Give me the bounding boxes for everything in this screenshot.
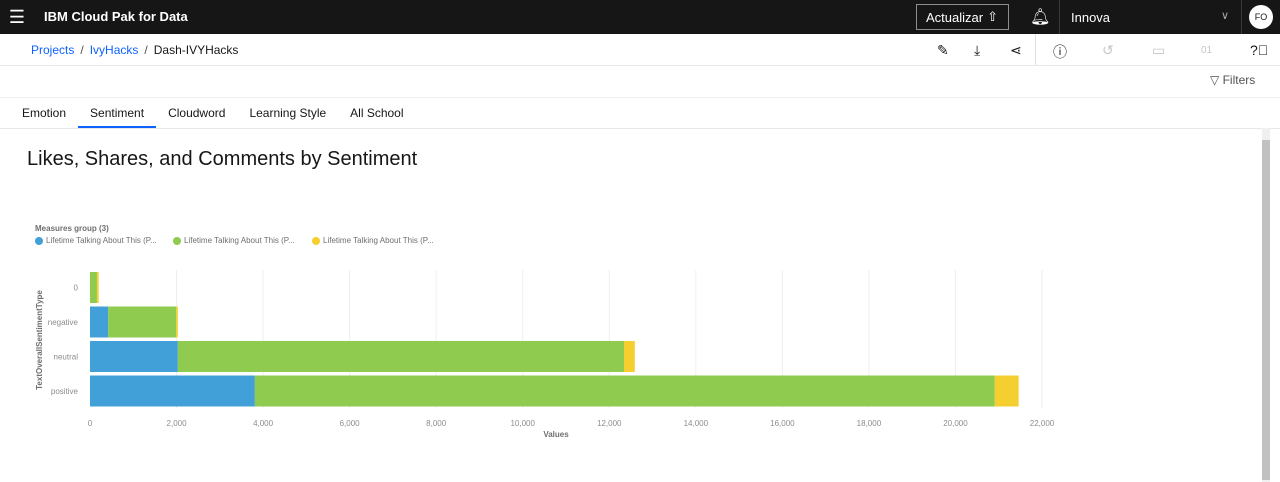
bar-segment[interactable] <box>623 341 635 372</box>
avatar[interactable]: FO <box>1249 5 1273 29</box>
help-icon[interactable]: ?⃝ <box>1250 42 1269 58</box>
filter-icon: ▽ <box>1210 73 1220 87</box>
history-icon: ↺ <box>1102 42 1114 58</box>
x-tick-label: 20,000 <box>943 419 968 428</box>
x-tick-label: 6,000 <box>340 419 361 428</box>
divider <box>0 65 1280 66</box>
update-label: Actualizar <box>926 10 984 25</box>
divider <box>1035 34 1036 65</box>
y-tick-label: neutral <box>54 353 79 362</box>
bar-segment[interactable] <box>254 375 995 407</box>
legend-label: Lifetime Talking About This (P... <box>46 236 157 245</box>
brand: IBM Cloud Pak for Data <box>44 9 188 24</box>
bar-segment[interactable] <box>90 341 178 372</box>
bar-segment[interactable] <box>90 306 109 338</box>
chart-title: Likes, Shares, and Comments by Sentiment <box>27 148 418 170</box>
divider <box>0 97 1280 98</box>
edit-icon[interactable]: ✎ <box>937 42 949 58</box>
hamburger-icon[interactable]: ☰ <box>8 6 26 27</box>
tab-sentiment[interactable]: Sentiment <box>78 98 157 128</box>
y-axis-title: TextOverallSentimentType <box>35 290 44 390</box>
legend-item[interactable]: Lifetime Talking About This (P... <box>312 236 434 245</box>
filters-button[interactable]: ▽ Filters <box>1210 73 1255 87</box>
bar-segment[interactable] <box>994 375 1019 407</box>
breadcrumb-current: Dash-IVYHacks <box>153 43 239 57</box>
legend-swatch <box>312 236 320 245</box>
legend-swatch <box>35 236 43 245</box>
breadcrumb-projects[interactable]: Projects <box>31 43 75 57</box>
x-tick-label: 8,000 <box>426 419 447 428</box>
x-tick-label: 4,000 <box>253 419 274 428</box>
download-icon[interactable]: ⤓ <box>974 42 981 58</box>
tab-all-school[interactable]: All School <box>350 106 404 120</box>
scrollbar[interactable] <box>1262 128 1270 482</box>
breadcrumb: Projects / IvyHacks / Dash-IVYHacks <box>31 43 239 57</box>
share-icon[interactable]: ⋖ <box>1010 42 1022 58</box>
account-name: Innova <box>1071 10 1111 25</box>
tab-learning-style[interactable]: Learning Style <box>249 106 327 120</box>
legend-swatch <box>173 236 181 245</box>
bar-segment[interactable] <box>90 375 255 407</box>
breadcrumb-ivyhacks[interactable]: IvyHacks <box>89 43 139 57</box>
y-tick-label: 0 <box>74 284 79 293</box>
x-axis-title: Values <box>543 430 569 439</box>
x-tick-label: 22,000 <box>1030 419 1055 428</box>
filters-label: Filters <box>1222 73 1256 87</box>
chevron-down-icon: ∨ <box>1220 10 1229 22</box>
comment-icon: ▭ <box>1152 42 1166 58</box>
data-icon: 01 <box>1201 45 1213 56</box>
account-switcher[interactable]: Innova ∨ <box>1059 0 1242 34</box>
x-tick-label: 0 <box>88 419 93 428</box>
bell-icon[interactable]: 🔔︎ <box>1030 9 1051 26</box>
x-tick-label: 16,000 <box>770 419 795 428</box>
info-icon[interactable]: ⓘ <box>1053 44 1067 60</box>
legend-item[interactable]: Lifetime Talking About This (P... <box>173 236 295 245</box>
upload-arrow-icon: ⇧ <box>987 9 998 24</box>
x-tick-label: 10,000 <box>510 419 535 428</box>
bar-segment[interactable] <box>90 272 97 303</box>
x-tick-label: 12,000 <box>597 419 622 428</box>
bar-segment[interactable] <box>96 272 99 303</box>
x-tick-label: 2,000 <box>167 419 188 428</box>
bar-segment[interactable] <box>177 341 624 372</box>
top-bar: ☰ IBM Cloud Pak for Data Actualizar ⇧ 🔔︎ … <box>0 0 1280 34</box>
tab-emotion[interactable]: Emotion <box>22 106 67 120</box>
tab-cloudword[interactable]: Cloudword <box>168 106 226 120</box>
divider <box>0 128 1280 129</box>
x-tick-label: 14,000 <box>684 419 709 428</box>
y-tick-label: negative <box>48 318 79 327</box>
x-tick-label: 18,000 <box>857 419 882 428</box>
legend-label: Lifetime Talking About This (P... <box>323 236 434 245</box>
bar-segment[interactable] <box>108 306 177 338</box>
legend-item[interactable]: Lifetime Talking About This (P... <box>35 236 157 245</box>
y-tick-label: positive <box>51 387 79 396</box>
legend-label: Lifetime Talking About This (P... <box>184 236 295 245</box>
tab-bar: Emotion Sentiment Cloudword Learning Sty… <box>10 98 416 128</box>
scrollbar-thumb[interactable] <box>1262 140 1270 480</box>
legend-title: Measures group (3) <box>35 224 109 233</box>
update-button[interactable]: Actualizar ⇧ <box>916 4 1009 30</box>
bar-segment[interactable] <box>176 306 178 338</box>
